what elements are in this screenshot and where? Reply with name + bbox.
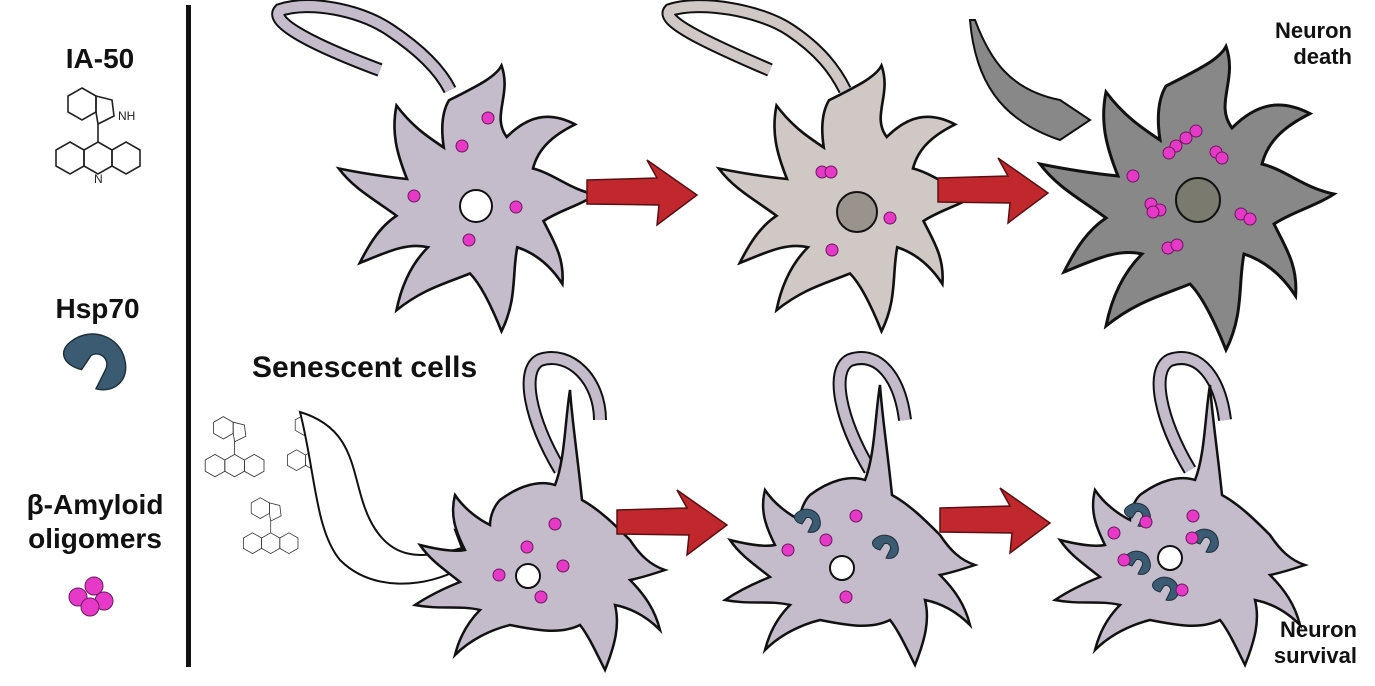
legend-amyloid-label: β-Amyloid oligomers	[10, 488, 180, 555]
neuron-hsp70-bottom	[723, 351, 977, 667]
legend-hsp70-label: Hsp70	[55, 293, 140, 324]
arrow-bottom-2	[939, 487, 1051, 554]
neuron-death-label: Neuron death	[1222, 18, 1352, 71]
neuron-death-line1: Neuron	[1275, 18, 1352, 43]
arrow-top-1	[586, 159, 698, 226]
ia50-molecule-icon	[55, 87, 141, 175]
divider-line	[186, 5, 191, 667]
amyloid-cluster-icon	[68, 576, 114, 617]
ia50-n-text: N	[94, 172, 103, 186]
senescent-cells-label: Senescent cells	[252, 351, 478, 384]
neuron-senescent-bottom	[413, 351, 667, 672]
legend-amyloid-line2: oligomers	[28, 522, 162, 554]
neuron-healthy-top	[271, 0, 598, 333]
neuron-survival-label: Neuron survival	[1222, 617, 1357, 670]
neuron-death-line2: death	[1293, 44, 1352, 70]
arrow-top-2	[937, 157, 1049, 224]
legend-ia50-label: IA-50	[65, 43, 135, 74]
neuron-stressed-top	[661, 0, 978, 333]
neuron-survival-line1: Neuron	[1280, 617, 1357, 642]
ia50-nh-text: NH	[118, 109, 135, 123]
neuron-dead-top	[968, 19, 1336, 352]
hsp70-icon	[62, 333, 127, 391]
legend-amyloid-line1: β-Amyloid	[26, 489, 164, 520]
neuron-survival-bottom	[1053, 351, 1307, 667]
neuron-survival-line2: survival	[1273, 643, 1357, 669]
